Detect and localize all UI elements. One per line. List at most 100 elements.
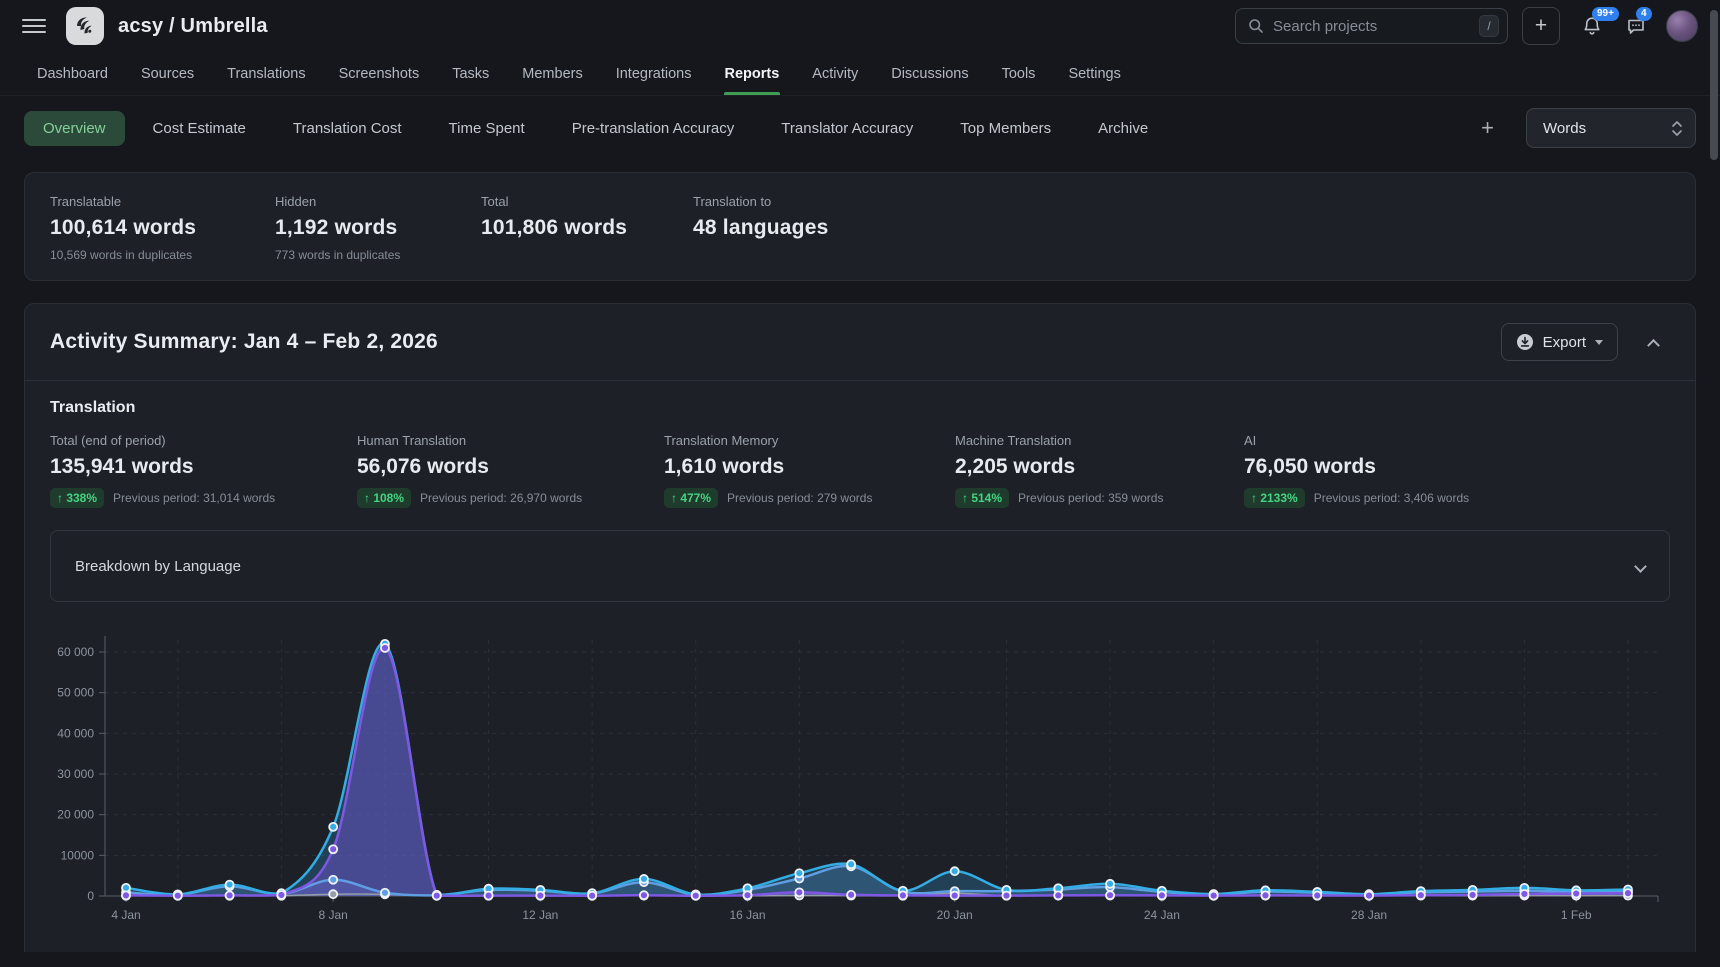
chevron-updown-icon bbox=[1671, 120, 1683, 137]
svg-text:20 000: 20 000 bbox=[57, 808, 94, 822]
export-button[interactable]: Export bbox=[1501, 323, 1618, 361]
breakdown-panel[interactable]: Breakdown by Language bbox=[50, 530, 1670, 602]
nav-tab-reports[interactable]: Reports bbox=[724, 52, 781, 95]
activity-summary-card: Activity Summary: Jan 4 – Feb 2, 2026 Ex… bbox=[24, 303, 1696, 952]
svg-text:20 Jan: 20 Jan bbox=[937, 908, 973, 922]
summary-stat-ai: AI76,050 words↑ 2133%Previous period: 3,… bbox=[1244, 433, 1469, 508]
nav-tab-activity[interactable]: Activity bbox=[811, 52, 859, 95]
previous-period-note: Previous period: 31,014 words bbox=[113, 491, 275, 505]
svg-text:40 000: 40 000 bbox=[57, 726, 94, 740]
nav-tab-tasks[interactable]: Tasks bbox=[451, 52, 490, 95]
svg-text:50 000: 50 000 bbox=[57, 686, 94, 700]
svg-text:12 Jan: 12 Jan bbox=[522, 908, 558, 922]
stat-label: Total bbox=[481, 194, 693, 209]
stat-note: 10,569 words in duplicates bbox=[50, 248, 275, 262]
summary-stat-total-end-of-period: Total (end of period) 135,941 words ↑ 338%… bbox=[50, 433, 357, 508]
user-avatar[interactable] bbox=[1666, 10, 1698, 42]
change-badge: ↑ 514% bbox=[955, 488, 1009, 508]
search-shortcut-badge: / bbox=[1479, 15, 1499, 37]
summary-title: Activity Summary: Jan 4 – Feb 2, 2026 bbox=[50, 330, 438, 354]
previous-period-note: Previous period: 359 words bbox=[1018, 491, 1163, 505]
previous-period-note: Previous period: 279 words bbox=[727, 491, 872, 505]
report-tab-cost-estimate[interactable]: Cost Estimate bbox=[153, 111, 246, 146]
report-tab-top-members[interactable]: Top Members bbox=[960, 111, 1051, 146]
stat-value: 135,941 words bbox=[50, 455, 357, 479]
unit-select[interactable]: Words bbox=[1526, 108, 1696, 148]
app-logo[interactable] bbox=[66, 7, 104, 45]
report-tabs: Overview Cost Estimate Translation Cost Tim… bbox=[0, 96, 1720, 158]
previous-period-note: Previous period: 3,406 words bbox=[1314, 491, 1469, 505]
report-tab-translator-accuracy[interactable]: Translator Accuracy bbox=[781, 111, 913, 146]
svg-text:1 Feb: 1 Feb bbox=[1561, 908, 1592, 922]
chevron-down-icon bbox=[1634, 560, 1647, 573]
nav-tab-translations[interactable]: Translations bbox=[226, 52, 306, 95]
report-tab-list: Overview Cost Estimate Translation Cost Tim… bbox=[24, 111, 1195, 146]
stat-value: 2,205 words bbox=[955, 455, 1244, 479]
change-badge: ↑ 477% bbox=[664, 488, 718, 508]
chart-container: 01000020 00030 00040 00050 00060 0004 Ja… bbox=[50, 628, 1670, 945]
unit-select-value: Words bbox=[1543, 120, 1586, 137]
search-input[interactable] bbox=[1273, 18, 1479, 35]
nav-tab-sources[interactable]: Sources bbox=[140, 52, 195, 95]
messages-badge: 4 bbox=[1636, 7, 1652, 21]
svg-text:0: 0 bbox=[87, 889, 94, 903]
notifications-badge: 99+ bbox=[1592, 7, 1619, 21]
nav-tab-settings[interactable]: Settings bbox=[1067, 52, 1121, 95]
plus-icon: + bbox=[1535, 14, 1547, 38]
stat-label: Total (end of period) bbox=[50, 433, 357, 448]
stat-change-row: ↑ 477% Previous period: 279 words bbox=[664, 488, 955, 508]
chevron-up-icon bbox=[1647, 338, 1660, 351]
stat-value: 48 languages bbox=[693, 216, 828, 240]
stat-label: Human Translation bbox=[357, 433, 664, 448]
svg-text:28 Jan: 28 Jan bbox=[1351, 908, 1387, 922]
report-tab-overview[interactable]: Overview bbox=[24, 111, 125, 146]
page-title: acsy / Umbrella bbox=[118, 15, 268, 38]
add-report-button[interactable]: + bbox=[1475, 115, 1500, 141]
menu-icon[interactable] bbox=[22, 19, 46, 33]
caret-down-icon bbox=[1595, 340, 1603, 345]
scrollbar-thumb[interactable] bbox=[1710, 10, 1718, 160]
svg-text:60 000: 60 000 bbox=[57, 645, 94, 659]
stat-hidden: Hidden1,192 words773 words in duplicates bbox=[275, 194, 481, 262]
notifications-button[interactable]: 99+ bbox=[1580, 14, 1604, 38]
nav-tab-integrations[interactable]: Integrations bbox=[615, 52, 693, 95]
report-tab-translation-cost[interactable]: Translation Cost bbox=[293, 111, 402, 146]
stat-value: 100,614 words bbox=[50, 216, 275, 240]
nav-tab-screenshots[interactable]: Screenshots bbox=[338, 52, 421, 95]
svg-text:30 000: 30 000 bbox=[57, 767, 94, 781]
svg-text:24 Jan: 24 Jan bbox=[1144, 908, 1180, 922]
nav-tab-discussions[interactable]: Discussions bbox=[890, 52, 969, 95]
overview-stats-card: Translatable 100,614 words 10,569 words in… bbox=[24, 172, 1696, 281]
stat-label: Translation to bbox=[693, 194, 828, 209]
svg-text:16 Jan: 16 Jan bbox=[730, 908, 766, 922]
create-project-button[interactable]: + bbox=[1522, 7, 1560, 45]
summary-stat-machine-translation: Machine Translation 2,205 words ↑ 514% Prev… bbox=[955, 433, 1244, 508]
export-download-icon bbox=[1516, 333, 1534, 351]
stat-label: Machine Translation bbox=[955, 433, 1244, 448]
search-box[interactable]: / bbox=[1235, 8, 1508, 44]
change-badge: ↑ 338% bbox=[50, 488, 104, 508]
nav-tab-dashboard[interactable]: Dashboard bbox=[36, 52, 109, 95]
stat-value: 1,192 words bbox=[275, 216, 481, 240]
stat-total: Total 101,806 words bbox=[481, 194, 693, 262]
logo-icon bbox=[73, 14, 97, 38]
stat-value: 101,806 words bbox=[481, 216, 693, 240]
report-tab-archive[interactable]: Archive bbox=[1098, 111, 1148, 146]
collapse-section-button[interactable] bbox=[1642, 331, 1664, 353]
previous-period-note: Previous period: 26,970 words bbox=[420, 491, 582, 505]
stat-value: 56,076 words bbox=[357, 455, 664, 479]
activity-chart[interactable]: 01000020 00030 00040 00050 00060 0004 Ja… bbox=[50, 628, 1672, 940]
svg-text:8 Jan: 8 Jan bbox=[318, 908, 347, 922]
stat-change-row: ↑ 108% Previous period: 26,970 words bbox=[357, 488, 664, 508]
project-nav: Dashboard Sources Translations Screenshots T… bbox=[0, 52, 1720, 96]
change-badge: ↑ 108% bbox=[357, 488, 411, 508]
stat-label: Translatable bbox=[50, 194, 275, 209]
search-icon bbox=[1248, 18, 1264, 34]
report-tab-time-spent[interactable]: Time Spent bbox=[449, 111, 525, 146]
svg-text:4 Jan: 4 Jan bbox=[111, 908, 140, 922]
nav-tab-tools[interactable]: Tools bbox=[1001, 52, 1037, 95]
nav-tab-members[interactable]: Members bbox=[521, 52, 583, 95]
report-tab-pre-translation-accuracy[interactable]: Pre-translation Accuracy bbox=[572, 111, 735, 146]
summary-stat-human-translation: Human Translation 56,076 words ↑ 108% Previ… bbox=[357, 433, 664, 508]
messages-button[interactable]: 4 bbox=[1624, 14, 1648, 38]
